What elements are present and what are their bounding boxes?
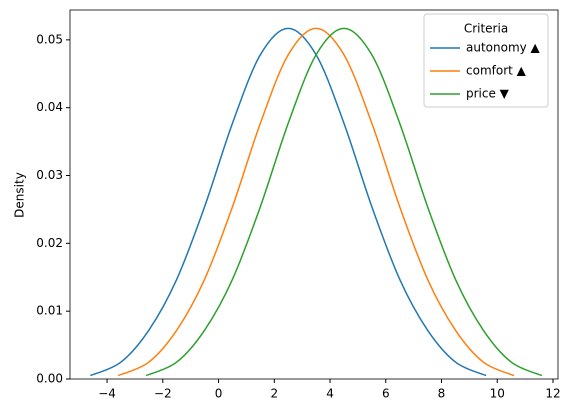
x-tick-label: 2 — [270, 387, 278, 401]
x-tick-label: −4 — [98, 387, 116, 401]
x-tick-label: 8 — [438, 387, 446, 401]
density-line — [145, 27, 543, 377]
x-tick-label: −2 — [154, 387, 172, 401]
y-axis-label: Density — [13, 172, 27, 218]
x-tick-label: 10 — [490, 387, 505, 401]
density-line — [90, 27, 487, 377]
y-tick-label: 0.04 — [36, 100, 63, 114]
legend-label: autonomy ▲ — [466, 41, 541, 55]
y-tick-label: 0.03 — [36, 168, 63, 182]
y-tick-label: 0.00 — [36, 372, 63, 386]
legend-box — [423, 13, 549, 108]
x-tick-label: 0 — [215, 387, 223, 401]
legend-label: comfort ▲ — [466, 64, 527, 78]
y-tick-label: 0.05 — [36, 32, 63, 46]
plot-frame — [69, 9, 559, 380]
x-tick-label: 4 — [326, 387, 334, 401]
legend-label: price ▼ — [466, 87, 510, 101]
density-line — [117, 27, 515, 377]
legend-title: Criteria — [464, 22, 508, 36]
y-tick-label: 0.01 — [36, 304, 63, 318]
y-tick-label: 0.02 — [36, 236, 63, 250]
x-tick-label: 12 — [545, 387, 560, 401]
x-tick-label: 6 — [382, 387, 390, 401]
